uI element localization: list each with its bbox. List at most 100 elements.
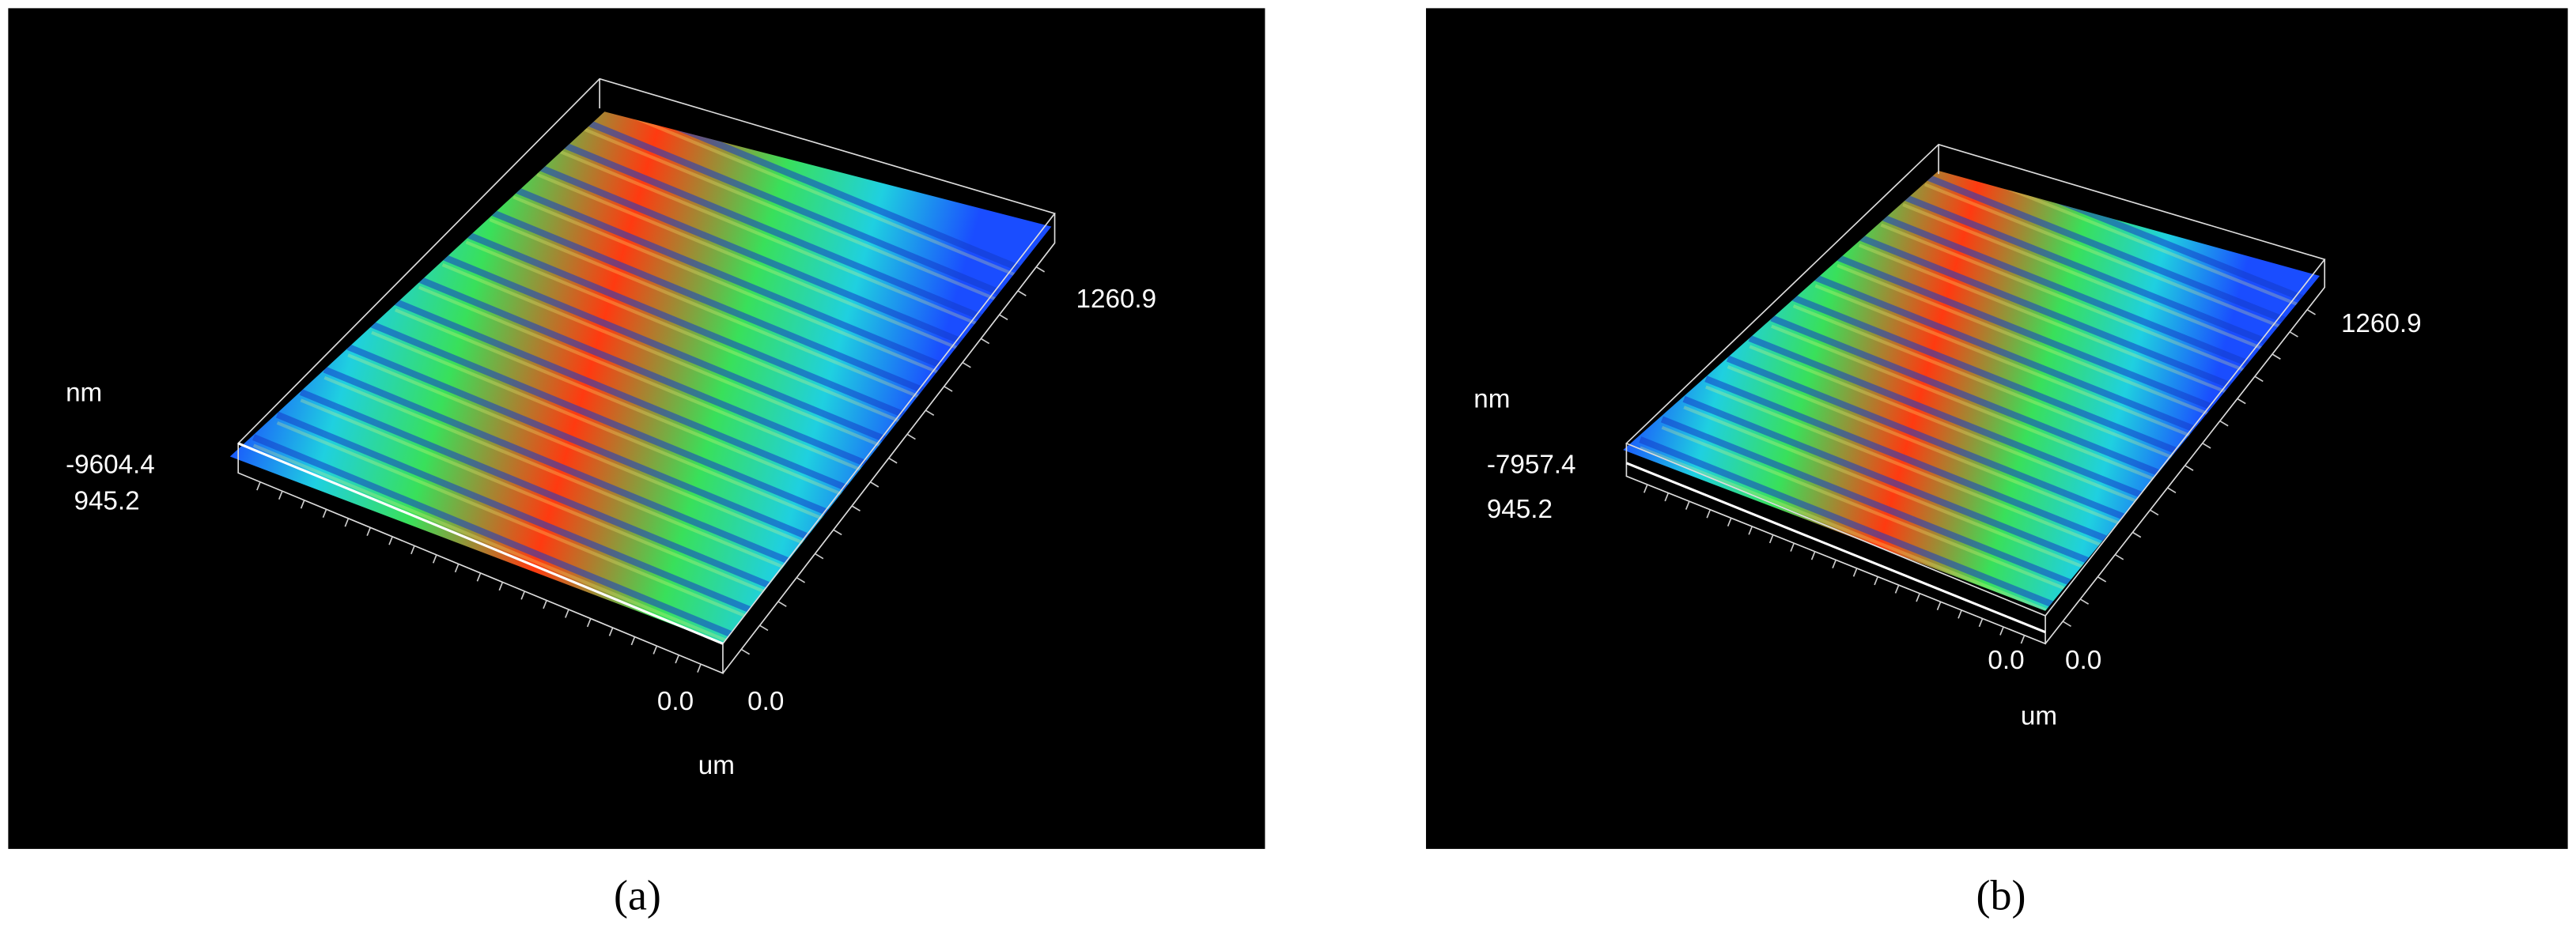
- axis-tick: [1748, 526, 1753, 535]
- origin-left: 0.0: [657, 687, 694, 716]
- ridge-shadow: [299, 389, 811, 606]
- axis-tick: [2289, 331, 2298, 338]
- axis-tick: [796, 576, 806, 583]
- axis-tick: [498, 582, 504, 591]
- x-value: 1260.9: [1076, 285, 1157, 314]
- axis-tick: [2114, 553, 2124, 560]
- axis-tick: [2219, 420, 2229, 427]
- axis-tick: [300, 500, 305, 509]
- ridge-highlight: [371, 330, 882, 545]
- axis-tick: [388, 536, 393, 545]
- axis-tick: [2167, 487, 2177, 493]
- ridge-shadow: [323, 366, 835, 583]
- axis-tick: [980, 338, 990, 345]
- ridge-highlight: [1792, 304, 2230, 482]
- axis-tick: [2062, 621, 2071, 628]
- y-value: 945.2: [74, 486, 139, 515]
- axis-tick: [675, 655, 680, 664]
- axis-tick: [697, 663, 702, 673]
- axis-tick: [520, 591, 526, 600]
- z-value: -7957.4: [1487, 451, 1576, 480]
- axis-tick: [815, 553, 824, 560]
- axis-tick: [630, 636, 636, 646]
- axis-tick: [1768, 534, 1774, 544]
- axis-tick: [1958, 609, 1962, 619]
- axis-tick: [759, 624, 769, 632]
- axis-tick: [543, 600, 547, 609]
- panel-b-render: [1623, 143, 2326, 645]
- axis-tick: [476, 572, 482, 582]
- axis-tick: [1685, 500, 1690, 510]
- axis-tick: [2079, 598, 2090, 605]
- ridge-highlight: [1639, 446, 2076, 611]
- ridge-highlight: [1814, 284, 2252, 462]
- ridge-shadow: [252, 434, 765, 644]
- axis-tick: [1978, 618, 1984, 628]
- caption: (a): [614, 872, 661, 919]
- axis-tick: [906, 433, 916, 440]
- axis-tick: [1874, 576, 1878, 586]
- axis-tick: [2020, 635, 2026, 644]
- axis-tick: [2237, 398, 2246, 405]
- axis-tick: [454, 564, 460, 573]
- ridge-highlight: [395, 308, 906, 522]
- ridge-highlight: [323, 375, 834, 590]
- axis-tick: [653, 645, 658, 655]
- axis-tick: [1852, 568, 1858, 577]
- ridge-highlight: [1836, 263, 2274, 441]
- ridge-shadow: [1814, 274, 2253, 455]
- axis-tick: [432, 554, 437, 564]
- x-value: 1260.9: [2341, 309, 2422, 338]
- ridge-highlight: [1705, 385, 2143, 563]
- ridge-highlight: [465, 240, 977, 455]
- ridge-shadow: [1639, 436, 2077, 611]
- origin-right: 0.0: [2065, 646, 2101, 675]
- ridge-shadow: [488, 208, 1001, 425]
- caption: (b): [1976, 872, 2026, 919]
- ridge-shadow: [1726, 355, 2165, 536]
- ridge-highlight: [252, 443, 764, 644]
- ridge-shadow: [1704, 375, 2143, 557]
- z-value: -9604.4: [66, 451, 155, 480]
- y-value: 945.2: [1487, 495, 1553, 524]
- axis-tick: [2184, 465, 2194, 471]
- axis-tick: [586, 618, 592, 628]
- axis-tick: [740, 648, 751, 655]
- z-unit: nm: [1473, 385, 1510, 414]
- xy-unit: um: [2021, 702, 2057, 731]
- axis-tick: [256, 481, 261, 491]
- axis-tick: [1832, 560, 1837, 569]
- ridge-shadow: [1901, 193, 2320, 374]
- edge: [237, 442, 724, 645]
- ridge-highlight: [418, 285, 929, 500]
- ridge-shadow: [1682, 395, 2121, 576]
- axis-tick: [1035, 266, 1046, 273]
- axis-tick: [410, 545, 415, 555]
- origin-left: 0.0: [1988, 646, 2024, 675]
- axis-tick: [2306, 308, 2316, 315]
- axis-tick: [1664, 492, 1670, 502]
- axis-tick: [1894, 584, 1900, 594]
- axis-tick: [870, 481, 879, 488]
- axis-tick: [2132, 531, 2142, 538]
- axis-tick: [925, 409, 935, 417]
- axis-tick: [777, 601, 787, 607]
- axis-tick: [833, 529, 842, 536]
- ridge-shadow: [418, 276, 930, 492]
- ridge-highlight: [1727, 364, 2164, 543]
- axis-tick: [366, 527, 372, 537]
- axis-tick: [1936, 601, 1942, 610]
- ridge-highlight: [276, 421, 788, 635]
- axis-tick: [1017, 290, 1027, 296]
- ridge-shadow: [1836, 254, 2274, 435]
- axis-tick: [999, 314, 1008, 321]
- ridge-shadow: [346, 343, 859, 560]
- z-unit: nm: [66, 378, 102, 407]
- ridge-shadow: [394, 298, 906, 515]
- ridge-highlight: [1661, 425, 2098, 603]
- ridge-shadow: [1858, 233, 2296, 414]
- axis-tick: [1790, 542, 1795, 552]
- axis-tick: [1810, 551, 1816, 560]
- ridge-shadow: [275, 411, 789, 628]
